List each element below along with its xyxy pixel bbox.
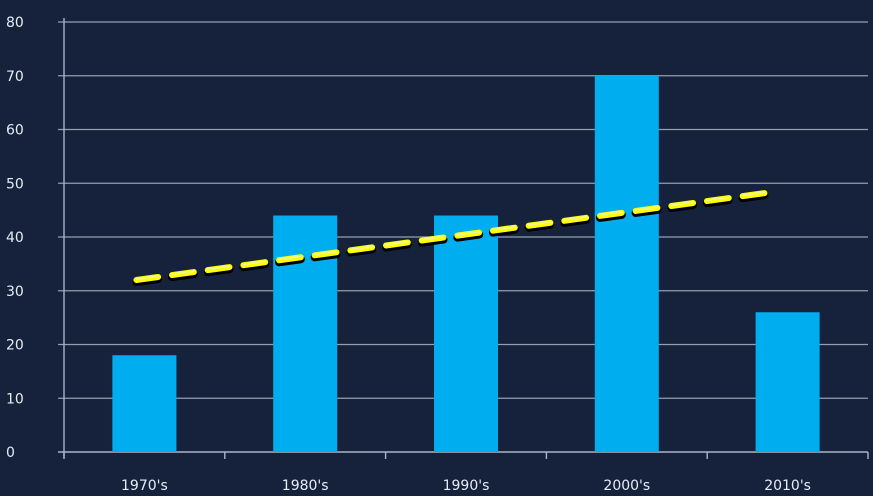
y-tick-label: 30 — [6, 284, 24, 300]
bar-1970s — [112, 355, 177, 452]
x-tick-label: 1990's — [443, 478, 490, 494]
x-tick-label: 1970's — [121, 478, 168, 494]
trendline-dashes — [133, 188, 781, 283]
y-tick-label: 70 — [6, 69, 24, 85]
x-tick-label: 2010's — [764, 478, 811, 494]
y-tick-label: 80 — [6, 15, 24, 31]
x-tick-label: 2000's — [603, 478, 650, 494]
trendline — [132, 188, 782, 286]
y-tick-label: 20 — [6, 338, 24, 354]
y-tick-label: 40 — [6, 230, 24, 246]
tick-labels: 0 10 20 30 40 50 60 70 80 1970's 1980's 1990's 2000'… — [6, 15, 811, 494]
trendline-highlight — [135, 189, 779, 280]
y-tick-label: 50 — [6, 176, 24, 192]
bar-2010s — [755, 312, 820, 452]
bar-1990s — [434, 215, 498, 452]
bars — [112, 75, 820, 452]
y-tick-label: 10 — [6, 391, 24, 407]
bar-2000s — [594, 75, 659, 452]
y-tick-label: 0 — [6, 445, 15, 461]
y-tick-label: 60 — [6, 123, 24, 139]
x-tick-label: 1980's — [282, 478, 329, 494]
